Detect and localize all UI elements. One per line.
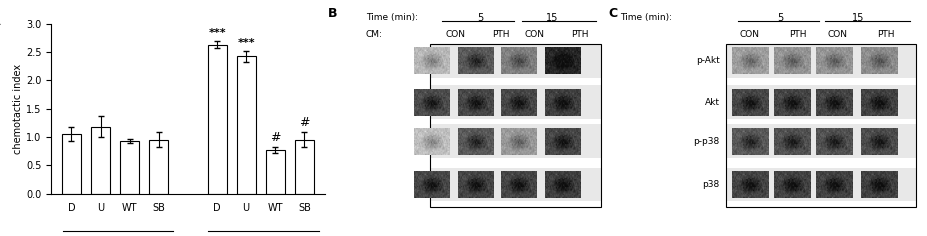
Text: p-Akt: p-Akt [695,56,719,65]
Text: ***: *** [237,38,255,48]
Bar [236,56,255,194]
Bar [295,140,313,194]
Text: #: # [270,131,280,144]
Text: CON: CON [826,30,846,39]
Text: Time (min):: Time (min): [619,13,671,21]
Bar [62,134,81,194]
Text: CON: CON [445,30,464,39]
Bar [208,45,226,194]
Text: C: C [607,7,616,20]
Text: ***: *** [208,28,225,38]
Text: 5: 5 [477,13,483,22]
Bar [265,150,285,194]
Text: #: # [298,116,310,129]
Text: 15: 15 [545,13,558,22]
Text: PTH: PTH [492,30,509,39]
Y-axis label: chemotactic index: chemotactic index [13,63,23,154]
Text: p38: p38 [702,180,719,189]
Text: Akt: Akt [704,97,719,107]
Text: CM:: CM: [365,30,382,39]
Text: PTH: PTH [789,30,806,39]
Text: CON: CON [524,30,544,39]
Text: PTH: PTH [876,30,894,39]
Text: B: B [327,7,337,20]
Text: PTH: PTH [571,30,589,39]
Text: Time (min):: Time (min): [365,13,417,21]
Text: 5: 5 [776,13,782,22]
Text: p-p38: p-p38 [692,137,719,146]
Text: 15: 15 [851,13,864,22]
Bar [121,141,139,194]
Bar [149,140,168,194]
Text: CON: CON [739,30,759,39]
Bar [91,127,110,194]
